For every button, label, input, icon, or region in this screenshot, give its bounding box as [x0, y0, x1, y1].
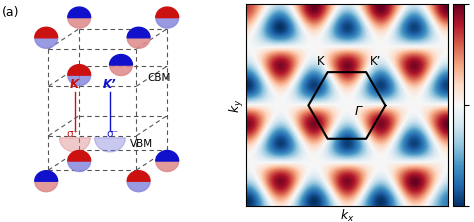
Wedge shape: [156, 161, 179, 172]
Wedge shape: [35, 171, 58, 181]
Text: VBM: VBM: [130, 139, 153, 149]
Wedge shape: [68, 75, 91, 86]
Text: K’: K’: [370, 55, 382, 68]
Wedge shape: [156, 18, 179, 28]
Wedge shape: [127, 27, 150, 38]
Text: K: K: [70, 78, 79, 91]
Wedge shape: [35, 27, 58, 38]
Wedge shape: [68, 151, 91, 161]
Wedge shape: [109, 65, 132, 75]
Y-axis label: $k_y$: $k_y$: [228, 98, 246, 113]
Text: CBM: CBM: [147, 73, 171, 83]
Text: K: K: [317, 55, 325, 68]
Text: Γ: Γ: [355, 105, 362, 118]
Wedge shape: [127, 171, 150, 181]
Wedge shape: [35, 181, 58, 192]
Wedge shape: [59, 138, 90, 152]
Wedge shape: [35, 38, 58, 48]
Wedge shape: [109, 55, 132, 65]
Wedge shape: [95, 138, 126, 152]
Wedge shape: [68, 65, 91, 75]
X-axis label: $k_x$: $k_x$: [340, 208, 354, 222]
Title: 2H-GdBrCl: 2H-GdBrCl: [316, 0, 378, 3]
Text: σ⁺: σ⁺: [66, 129, 79, 139]
Wedge shape: [68, 161, 91, 172]
Wedge shape: [68, 18, 91, 28]
Wedge shape: [127, 181, 150, 192]
Text: (a): (a): [2, 6, 20, 20]
Wedge shape: [127, 38, 150, 48]
Wedge shape: [156, 151, 179, 161]
Text: σ⁻: σ⁻: [106, 129, 118, 139]
Wedge shape: [156, 7, 179, 18]
Text: K’: K’: [103, 78, 117, 91]
Wedge shape: [68, 7, 91, 18]
